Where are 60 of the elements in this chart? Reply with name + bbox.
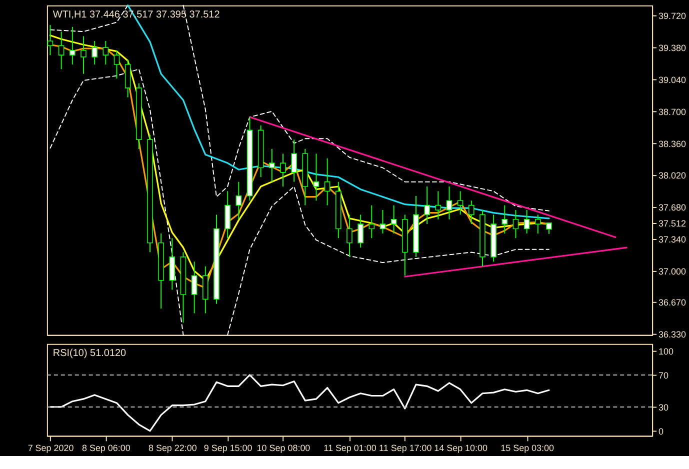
candlestick bbox=[169, 238, 176, 290]
x-tick-label: 10 Sep 08:00 bbox=[256, 443, 310, 454]
candlestick bbox=[324, 158, 330, 206]
candlestick bbox=[280, 153, 286, 188]
y-tick-label: 100 bbox=[658, 346, 674, 357]
annotation: RSI(10) 51.0120 bbox=[52, 348, 127, 359]
candlestick bbox=[80, 36, 86, 74]
candlestick bbox=[358, 214, 364, 248]
candlestick bbox=[535, 214, 541, 234]
x-tick-label: 14 Sep 10:00 bbox=[434, 443, 488, 454]
x-tick-label: 11 Sep 17:00 bbox=[379, 443, 432, 454]
y-tick-label: 36.670 bbox=[658, 297, 686, 308]
x-tick-label: 8 Sep 06:00 bbox=[82, 443, 130, 454]
candlestick bbox=[502, 204, 508, 234]
candlestick bbox=[236, 181, 242, 220]
line-series bbox=[49, 374, 550, 432]
candlestick bbox=[92, 40, 98, 65]
candlestick bbox=[269, 148, 275, 182]
candlestick bbox=[424, 186, 430, 225]
candlestick bbox=[446, 186, 452, 220]
y-tick-label: 37.680 bbox=[658, 202, 686, 213]
candlestick bbox=[468, 200, 474, 225]
candlestick bbox=[224, 190, 230, 239]
candlestick bbox=[380, 209, 386, 234]
candlestick bbox=[524, 209, 530, 234]
candlestick bbox=[346, 214, 352, 258]
x-tick-label: 11 Sep 01:00 bbox=[324, 443, 376, 454]
candlestick bbox=[124, 59, 131, 98]
y-tick-label: 37.512 bbox=[658, 218, 686, 228]
candlestick bbox=[457, 190, 464, 216]
y-tick-label: 39.720 bbox=[658, 11, 686, 22]
y-tick-label: 36.330 bbox=[658, 329, 686, 340]
y-tick-label: 30 bbox=[658, 402, 669, 412]
y-tick-label: 70 bbox=[658, 370, 669, 380]
candlestick bbox=[291, 139, 297, 182]
x-tick-label: 9 Sep 15:00 bbox=[204, 443, 252, 454]
y-tick-label: 37.340 bbox=[658, 234, 686, 245]
candlestick bbox=[435, 190, 442, 220]
candlestick bbox=[102, 40, 109, 65]
candlestick bbox=[191, 261, 198, 314]
x-tick-label: 8 Sep 22:00 bbox=[148, 443, 197, 454]
y-tick-label: 38.360 bbox=[658, 138, 686, 149]
y-tick-label: 38.700 bbox=[658, 106, 686, 117]
candlestick bbox=[313, 153, 320, 202]
y-tick-label: 38.020 bbox=[658, 170, 686, 181]
line-series bbox=[50, 68, 184, 336]
candlestick bbox=[368, 204, 375, 239]
candlestick bbox=[512, 209, 519, 239]
x-tick-label: 15 Sep 03:00 bbox=[500, 443, 554, 454]
candlestick bbox=[202, 266, 208, 314]
x-tick-label: 7 Sep 2020 bbox=[28, 443, 74, 454]
candlestick bbox=[390, 204, 397, 234]
candlestick bbox=[114, 50, 120, 80]
candlestick bbox=[58, 31, 64, 70]
line-series bbox=[227, 186, 550, 336]
y-tick-label: 39.040 bbox=[658, 74, 686, 85]
y-tick-label: 39.380 bbox=[658, 43, 686, 54]
y-tick-label: 0 bbox=[658, 426, 664, 436]
candlestick bbox=[47, 24, 54, 56]
y-tick-label: 37.000 bbox=[658, 266, 686, 276]
